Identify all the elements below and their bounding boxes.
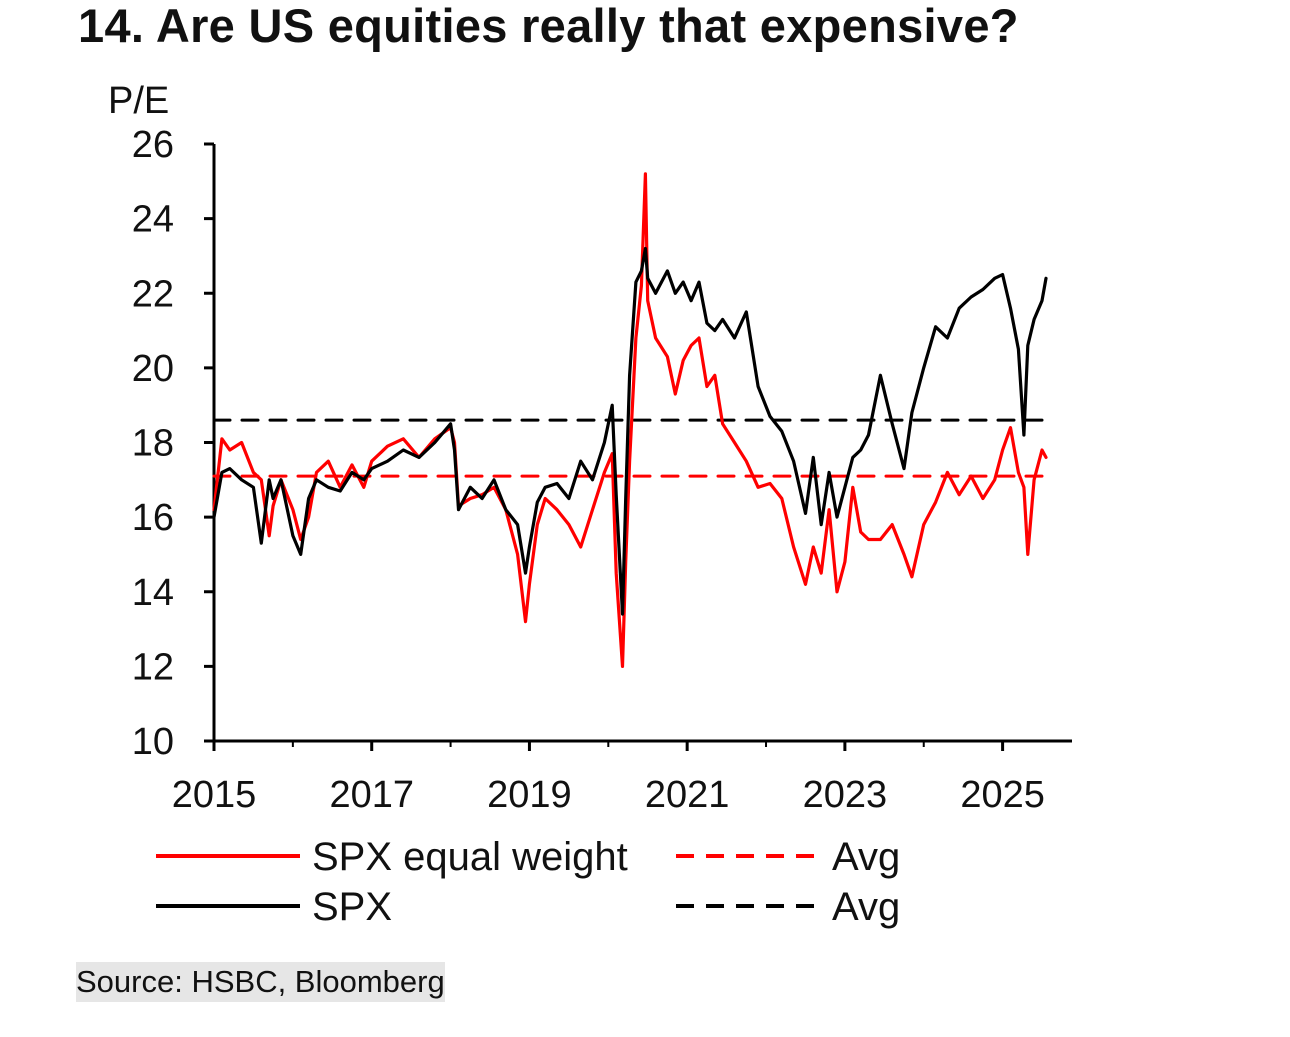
x-tick-label: 2021 — [645, 774, 730, 816]
x-tick-label: 2025 — [960, 774, 1045, 816]
legend-label: SPX — [312, 885, 392, 929]
y-tick-label: 12 — [132, 646, 174, 688]
y-tick-label: 14 — [132, 572, 174, 614]
x-tick-label: 2019 — [487, 774, 572, 816]
y-tick-label: 20 — [132, 348, 174, 390]
legend-item-avg-equal-weight: Avg — [676, 835, 900, 879]
chart-title: 14. Are US equities really that expensiv… — [78, 0, 1019, 52]
legend-item-spx-equal-weight: SPX equal weight — [156, 835, 628, 879]
y-axis: 10 12 14 16 18 20 22 24 26 — [132, 124, 216, 763]
x-tick-label: 2015 — [172, 774, 257, 816]
y-tick-label: 22 — [132, 273, 174, 315]
x-tick-label: 2017 — [329, 774, 414, 816]
series-lines — [212, 172, 1048, 669]
legend-item-spx: SPX — [156, 885, 392, 929]
x-tick-label: 2023 — [803, 774, 888, 816]
source-note: Source: HSBC, Bloomberg — [76, 962, 445, 1002]
legend-item-avg-spx: Avg — [676, 885, 900, 929]
y-tick-label: 24 — [132, 199, 174, 241]
legend: SPX equal weight Avg SPX Avg — [156, 835, 900, 929]
legend-label: Avg — [832, 885, 900, 929]
y-tick-label: 18 — [132, 423, 174, 465]
x-axis: 2015 2017 2019 2021 2023 2025 — [172, 739, 1072, 816]
y-tick-label: 10 — [132, 721, 174, 763]
y-axis-label: P/E — [108, 80, 169, 122]
y-tick-label: 16 — [132, 497, 174, 539]
series-line-spx-equal-weight — [212, 172, 1048, 669]
legend-label: SPX equal weight — [312, 835, 628, 879]
series-line-spx — [212, 246, 1048, 616]
legend-label: Avg — [832, 835, 900, 879]
y-tick-label: 26 — [132, 124, 174, 166]
